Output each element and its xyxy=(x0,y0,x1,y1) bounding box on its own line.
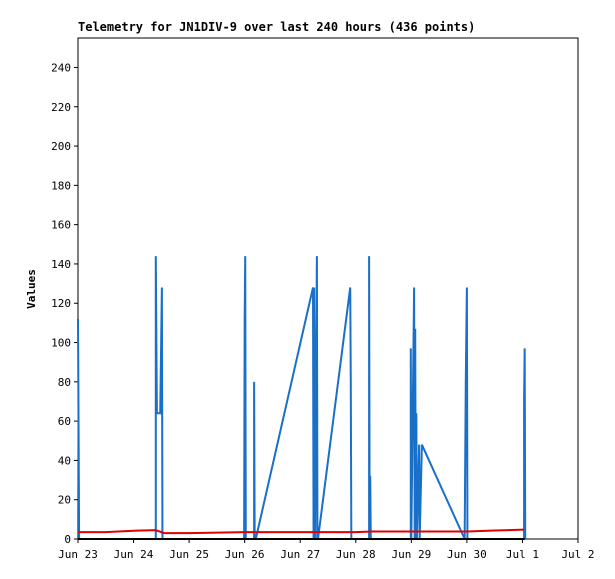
x-tick-label: Jun 29 xyxy=(391,548,431,561)
y-tick-label: 80 xyxy=(58,376,71,389)
y-tick-label: 60 xyxy=(58,415,71,428)
y-tick-label: 0 xyxy=(64,533,71,546)
y-tick-label: 20 xyxy=(58,494,71,507)
x-tick-label: Jun 25 xyxy=(169,548,209,561)
x-tick-label: Jun 26 xyxy=(225,548,265,561)
y-tick-label: 180 xyxy=(51,179,71,192)
x-tick-label: Jun 24 xyxy=(114,548,154,561)
y-tick-label: 100 xyxy=(51,337,71,350)
y-tick-label: 140 xyxy=(51,258,71,271)
x-tick-label: Jun 27 xyxy=(280,548,320,561)
series-line xyxy=(78,528,525,535)
y-tick-label: 240 xyxy=(51,61,71,74)
y-tick-label: 200 xyxy=(51,140,71,153)
x-tick-label: Jul 1 xyxy=(506,548,539,561)
x-tick-label: Jun 28 xyxy=(336,548,376,561)
chart-title: Telemetry for JN1DIV-9 over last 240 hou… xyxy=(78,20,475,34)
y-tick-label: 120 xyxy=(51,297,71,310)
y-axis-label: Values xyxy=(25,269,38,309)
x-tick-label: Jun 30 xyxy=(447,548,487,561)
series-line xyxy=(77,256,527,540)
x-tick-label: Jun 23 xyxy=(58,548,98,561)
y-tick-label: 40 xyxy=(58,454,71,467)
x-tick-label: Jul 2 xyxy=(561,548,594,561)
y-tick-label: 160 xyxy=(51,219,71,232)
y-tick-label: 220 xyxy=(51,101,71,114)
